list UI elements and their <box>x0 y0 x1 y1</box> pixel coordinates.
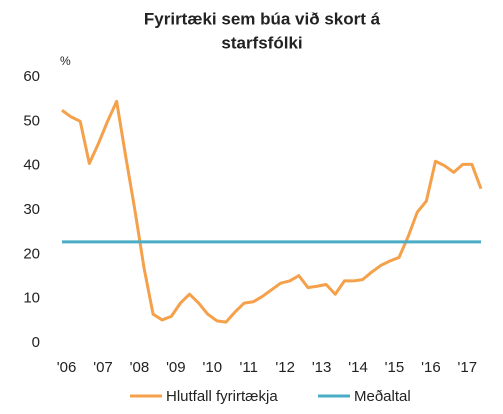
x-tick-label: '17 <box>458 359 478 376</box>
x-tick-label: '15 <box>385 359 405 376</box>
x-tick-label: '11 <box>240 359 258 376</box>
y-tick-label: 50 <box>23 112 40 129</box>
x-tick-label: '14 <box>348 359 368 376</box>
legend-label: Hlutfall fyrirtækja <box>166 388 278 405</box>
y-tick-label: 40 <box>23 157 40 174</box>
y-tick-label: 60 <box>23 68 40 85</box>
x-tick-label: '16 <box>421 359 441 376</box>
y-tick-label: 10 <box>23 290 40 307</box>
x-tick-label: '06 <box>57 359 77 376</box>
y-tick-label: 20 <box>23 245 40 262</box>
chart-title: starfsfólki <box>221 33 302 52</box>
x-tick-label: '09 <box>166 359 186 376</box>
x-tick-label: '07 <box>93 359 113 376</box>
x-tick-label: '08 <box>130 359 150 376</box>
line-series <box>61 99 483 324</box>
x-tick-label: '10 <box>203 359 223 376</box>
x-tick-label: '13 <box>312 359 332 376</box>
legend-label: Meðaltal <box>354 388 411 405</box>
x-tick-label: '12 <box>275 359 295 376</box>
y-tick-label: 0 <box>32 334 40 351</box>
y-tick-label: 30 <box>23 201 40 218</box>
y-axis-label: % <box>60 54 71 68</box>
chart-title: Fyrirtæki sem búa við skort á <box>144 9 381 28</box>
